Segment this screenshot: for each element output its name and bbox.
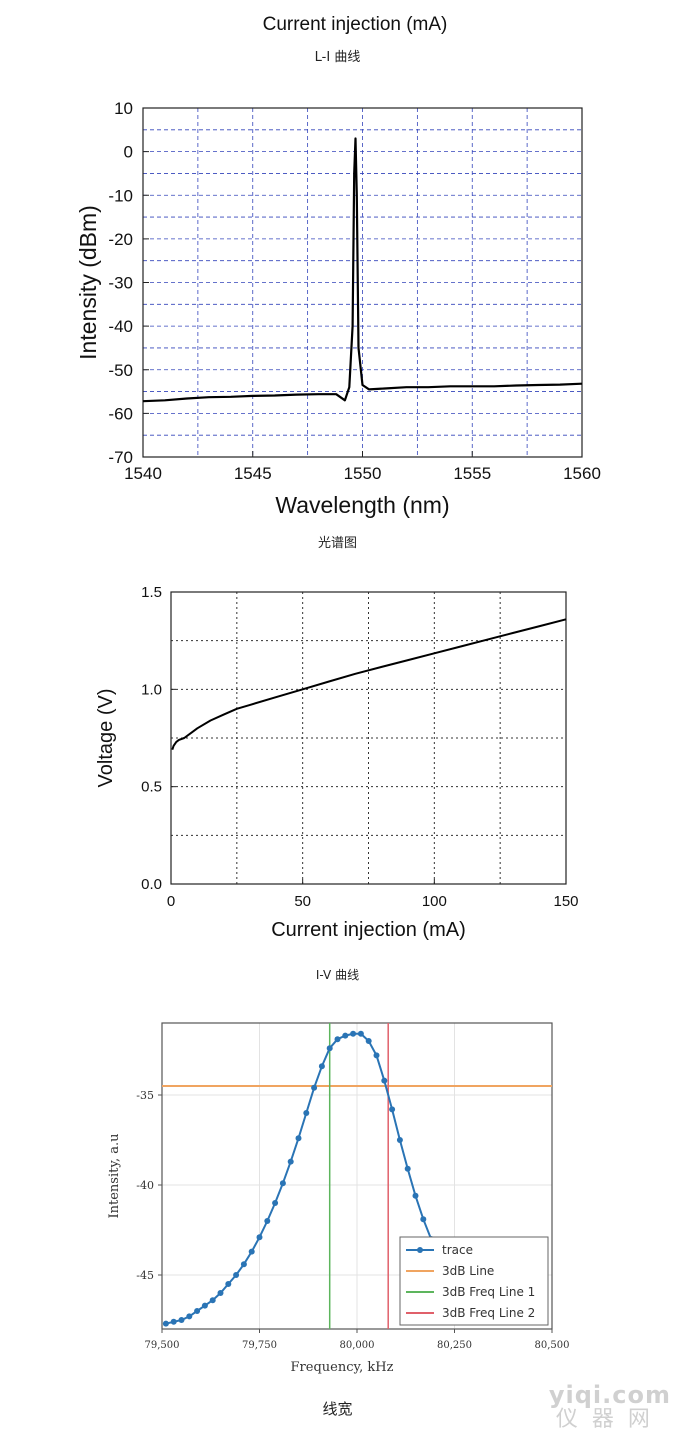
li-chart-cropped: Current injection (mA) bbox=[263, 14, 448, 35]
linewidth-trace-point bbox=[311, 1084, 318, 1091]
linewidth-trace-point bbox=[396, 1137, 403, 1143]
spectrum-y-tick-label: 10 bbox=[114, 99, 133, 118]
linewidth-x-axis-label: Frequency, kHz bbox=[291, 1360, 394, 1375]
iv-chart: 0 50 100 150 0.0 0.5 1.0 1.5 Current injection (… bbox=[95, 584, 579, 941]
linewidth-legend-marker bbox=[417, 1247, 423, 1253]
linewidth-trace-point bbox=[303, 1110, 310, 1116]
spectrum-y-tick-label: -20 bbox=[108, 230, 133, 249]
linewidth-trace-point bbox=[357, 1030, 364, 1037]
linewidth-x-tick-label: 79,500 bbox=[145, 1340, 180, 1351]
linewidth-trace-point bbox=[404, 1165, 411, 1172]
spectrum-x-tick-label: 1540 bbox=[124, 464, 162, 483]
spectrum-y-tick-label: 0 bbox=[124, 143, 133, 162]
linewidth-trace-point bbox=[170, 1318, 177, 1325]
spectrum-x-tick-label: 1545 bbox=[234, 464, 272, 483]
linewidth-y-tick-label: -40 bbox=[136, 1179, 154, 1192]
linewidth-legend-label: 3dB Line bbox=[442, 1264, 494, 1278]
linewidth-trace-point bbox=[350, 1030, 357, 1037]
watermark-top: yiqi.com bbox=[548, 1381, 671, 1409]
spectrum-caption: 光谱图 bbox=[317, 536, 357, 551]
li-caption: L-I 曲线 bbox=[314, 50, 361, 65]
iv-y-tick-label: 1.5 bbox=[141, 584, 162, 601]
linewidth-trace-point bbox=[194, 1308, 201, 1314]
linewidth-trace-point bbox=[365, 1038, 372, 1044]
linewidth-y-tick-label: -35 bbox=[136, 1089, 154, 1102]
linewidth-trace-point bbox=[295, 1135, 302, 1142]
watermark-bottom: 仪器网 bbox=[555, 1407, 664, 1432]
li-x-axis-label: Current injection (mA) bbox=[263, 14, 448, 35]
spectrum-x-tick-label: 1560 bbox=[563, 464, 601, 483]
iv-x-tick-label: 0 bbox=[167, 893, 175, 910]
linewidth-legend-label: trace bbox=[442, 1243, 473, 1257]
linewidth-trace-point bbox=[326, 1045, 333, 1052]
linewidth-trace-point bbox=[279, 1180, 286, 1187]
linewidth-legend-label: 3dB Freq Line 1 bbox=[442, 1285, 535, 1299]
linewidth-trace-point bbox=[209, 1297, 216, 1304]
iv-x-tick-label: 100 bbox=[422, 893, 447, 910]
linewidth-y-axis-label: Intensity, a.u bbox=[107, 1134, 122, 1219]
iv-y-tick-label: 0.0 bbox=[141, 876, 162, 893]
linewidth-trace-point bbox=[412, 1192, 419, 1199]
iv-y-tick-label: 0.5 bbox=[141, 779, 162, 796]
linewidth-legend-box bbox=[399, 1236, 549, 1326]
spectrum-y-tick-label: -70 bbox=[108, 448, 133, 467]
iv-x-axis-label: Current injection (mA) bbox=[271, 919, 466, 941]
spectrum-x-axis-label: Wavelength (nm) bbox=[275, 492, 449, 518]
linewidth-x-tick-label: 79,750 bbox=[242, 1340, 277, 1351]
iv-series-line bbox=[171, 618, 567, 751]
linewidth-trace-point bbox=[178, 1317, 185, 1323]
iv-plot-frame bbox=[170, 591, 567, 885]
linewidth-trace-point bbox=[381, 1077, 388, 1084]
linewidth-legend-label: 3dB Freq Line 2 bbox=[442, 1306, 535, 1320]
linewidth-x-tick-label: 80,250 bbox=[437, 1340, 472, 1351]
linewidth-trace-point bbox=[389, 1106, 396, 1113]
linewidth-trace-point bbox=[342, 1032, 349, 1039]
linewidth-trace-point bbox=[186, 1313, 193, 1320]
linewidth-caption: 线宽 bbox=[322, 1400, 353, 1418]
linewidth-trace-point bbox=[318, 1063, 325, 1070]
linewidth-y-tick-label: -45 bbox=[136, 1269, 154, 1282]
iv-y-tick-label: 1.0 bbox=[141, 681, 162, 698]
spectrum-series-line bbox=[142, 137, 583, 403]
linewidth-trace-point bbox=[201, 1302, 208, 1309]
linewidth-trace-point bbox=[272, 1200, 279, 1206]
spectrum-x-tick-label: 1550 bbox=[344, 464, 382, 483]
linewidth-trace-point bbox=[373, 1052, 380, 1059]
linewidth-trace-point bbox=[287, 1158, 294, 1165]
linewidth-trace-point bbox=[162, 1320, 169, 1327]
spectrum-chart: 1540 1545 1550 1555 1560 10 0 -10 -20 -30 -40 -50 -6… bbox=[75, 99, 601, 518]
spectrum-y-tick-label: -30 bbox=[108, 274, 133, 293]
linewidth-trace-point bbox=[233, 1272, 240, 1278]
iv-x-tick-label: 150 bbox=[553, 893, 578, 910]
iv-y-axis-label: Voltage (V) bbox=[95, 689, 117, 788]
linewidth-trace-point bbox=[217, 1290, 224, 1296]
linewidth-trace-point bbox=[256, 1234, 263, 1241]
linewidth-x-tick-label: 80,500 bbox=[535, 1340, 570, 1351]
spectrum-y-tick-label: -50 bbox=[108, 361, 133, 380]
linewidth-trace-point bbox=[240, 1261, 247, 1268]
iv-x-tick-label: 50 bbox=[294, 893, 311, 910]
watermark: yiqi.com 仪器网 bbox=[549, 1382, 671, 1432]
linewidth-trace-point bbox=[334, 1036, 341, 1043]
linewidth-chart: 79,500 79,750 80,000 80,250 80,500 -35 -40 -45 F… bbox=[107, 1022, 570, 1375]
linewidth-trace-point bbox=[225, 1281, 232, 1287]
linewidth-trace-point bbox=[264, 1218, 271, 1224]
spectrum-y-tick-label: -60 bbox=[108, 404, 133, 423]
linewidth-trace-point bbox=[420, 1216, 427, 1223]
linewidth-x-tick-label: 80,000 bbox=[340, 1340, 375, 1351]
spectrum-y-tick-label: -10 bbox=[108, 186, 133, 205]
spectrum-y-tick-label: -40 bbox=[108, 317, 133, 336]
linewidth-trace-point bbox=[248, 1248, 255, 1255]
spectrum-y-axis-label: Intensity (dBm) bbox=[75, 205, 101, 360]
spectrum-x-tick-label: 1555 bbox=[453, 464, 491, 483]
iv-caption: I-V 曲线 bbox=[315, 968, 360, 982]
